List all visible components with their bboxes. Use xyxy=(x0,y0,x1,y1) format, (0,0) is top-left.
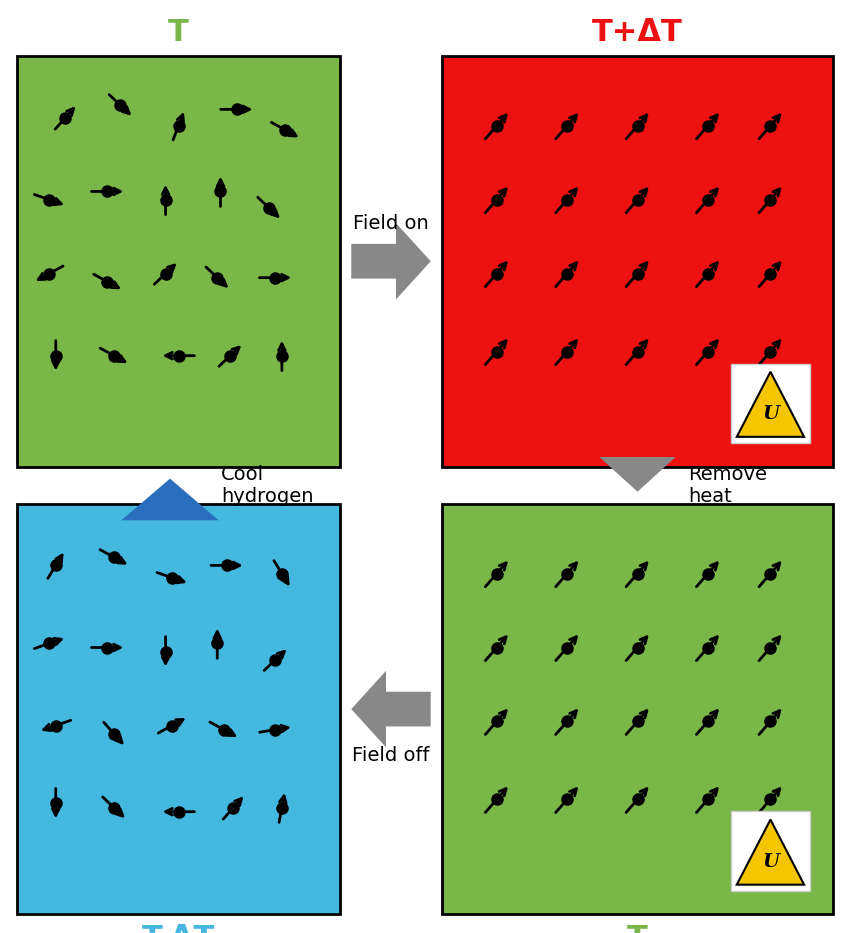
FancyBboxPatch shape xyxy=(731,812,810,891)
Polygon shape xyxy=(737,371,804,437)
Text: Field off: Field off xyxy=(352,746,430,765)
Text: Field on: Field on xyxy=(353,215,429,233)
Text: T: T xyxy=(627,924,648,933)
Polygon shape xyxy=(737,819,804,884)
FancyBboxPatch shape xyxy=(442,504,833,914)
Text: Cool
hydrogen: Cool hydrogen xyxy=(221,465,314,506)
FancyBboxPatch shape xyxy=(442,56,833,466)
Text: Remove
heat: Remove heat xyxy=(688,465,768,506)
FancyBboxPatch shape xyxy=(731,364,810,443)
Text: T-ΔT: T-ΔT xyxy=(142,924,215,933)
FancyBboxPatch shape xyxy=(17,56,340,466)
Text: U: U xyxy=(762,405,779,423)
Text: T+ΔT: T+ΔT xyxy=(592,18,683,47)
Text: U: U xyxy=(762,853,779,870)
FancyBboxPatch shape xyxy=(17,504,340,914)
Text: T: T xyxy=(168,18,189,47)
